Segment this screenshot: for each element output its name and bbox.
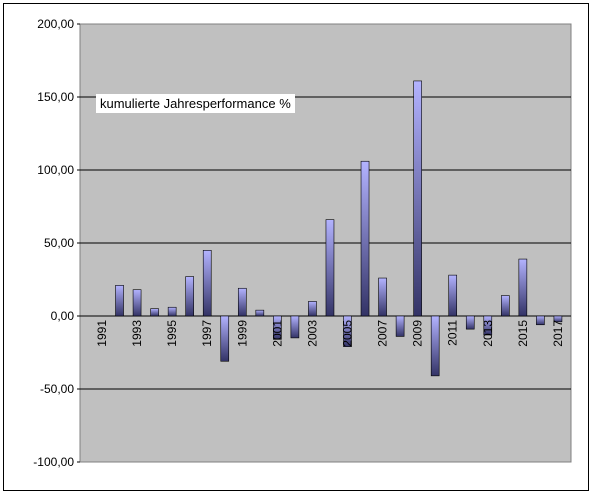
bar-2014 [501,295,510,317]
bar-2008 [395,315,405,337]
x-tick-label: 1999 [235,320,249,347]
x-tick-label: 2001 [270,320,284,347]
x-tick-label: 2007 [376,320,390,347]
bar-2010 [430,315,440,377]
x-tick-label: 2003 [305,320,319,347]
y-tick-label: 150,00 [37,90,74,104]
bar-1994 [150,308,159,317]
bar-1992 [115,285,124,317]
bar-2016 [536,315,545,326]
bar-2017 [553,315,563,323]
x-tick-label: 2015 [516,320,530,347]
bar-1995 [167,306,177,317]
y-tick-label: 200,00 [37,17,74,31]
bar-1998 [220,315,230,362]
bar-2003 [308,301,317,317]
x-tick-label: 1997 [200,320,214,347]
y-axis-ticks: 200,00 150,00 100,00 50,00 0,00 -50,00 -100,00 [33,17,80,469]
bar-2009 [413,80,422,317]
bar-1997 [202,250,212,317]
bar-1999 [237,287,247,317]
bar-2002 [290,315,300,339]
bar-1993 [132,289,142,317]
bar-2011 [448,274,458,317]
bar-1996 [185,276,194,317]
bars [115,80,563,377]
bar-2001 [273,315,282,340]
x-axis-ticks: 1991 1993 1995 1997 1999 2001 2003 2005 2007 2009… [95,320,565,347]
y-tick-label: 0,00 [51,309,75,323]
y-tick-label: -50,00 [40,382,74,396]
bar-2012 [465,315,475,330]
x-tick-label: 1993 [130,320,144,347]
y-tick-label: 100,00 [37,163,74,177]
y-tick-label: 50,00 [44,236,74,250]
x-tick-label: 2009 [411,320,425,347]
bar-2000 [255,309,265,317]
bar-2005 [343,315,352,347]
bar-2013 [483,315,493,336]
x-tick-label: 2005 [341,320,355,347]
chart-annotation: kumulierte Jahresperformance % [96,94,295,113]
bar-2007 [378,277,387,317]
x-tick-label: 2013 [481,320,495,347]
x-tick-label: 1995 [165,320,179,347]
x-tick-label: 2017 [551,320,565,347]
bar-2015 [518,258,528,317]
y-tick-label: -100,00 [33,455,74,469]
x-tick-label: 2011 [446,320,460,346]
bar-2004 [325,219,335,317]
x-tick-label: 1991 [95,320,109,347]
bar-2006 [360,160,370,317]
